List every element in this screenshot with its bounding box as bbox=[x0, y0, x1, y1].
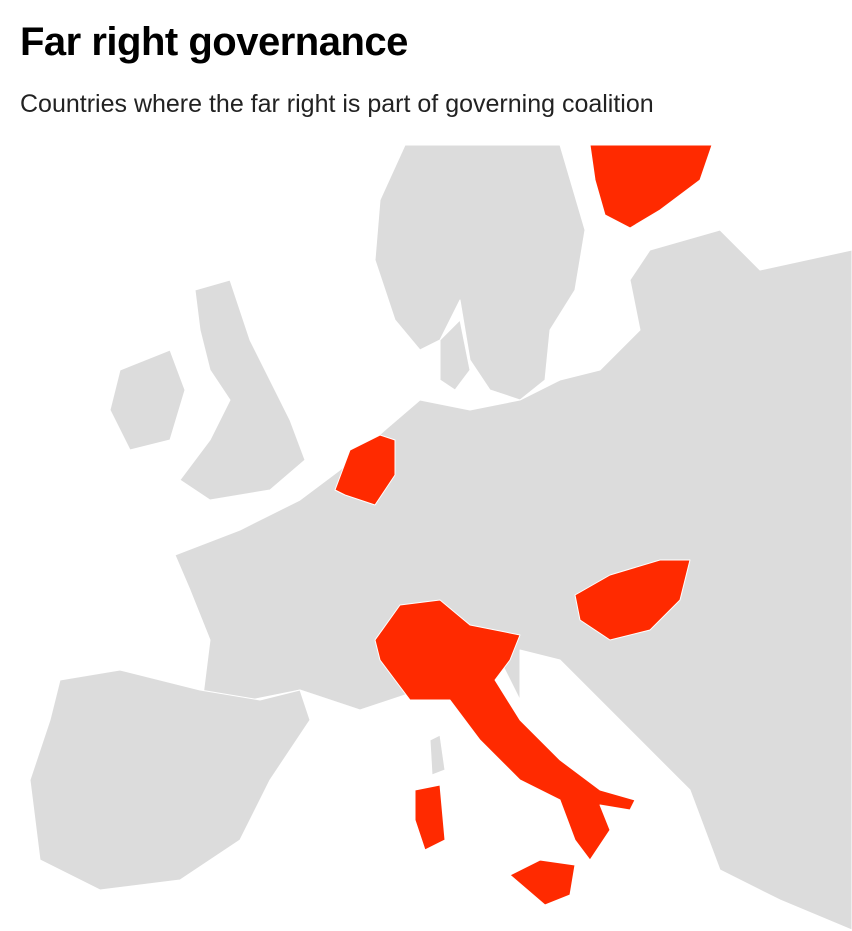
great-britain bbox=[179, 279, 306, 501]
finland bbox=[589, 144, 713, 229]
denmark bbox=[439, 319, 471, 391]
sicily bbox=[509, 859, 576, 906]
sardinia bbox=[414, 784, 446, 851]
italy bbox=[374, 599, 636, 861]
scandinavia bbox=[374, 144, 586, 401]
iberia bbox=[29, 669, 311, 891]
corsica bbox=[429, 734, 446, 776]
far-right-governed bbox=[334, 144, 713, 906]
hungary bbox=[574, 559, 691, 641]
ireland bbox=[109, 349, 186, 451]
land bbox=[29, 144, 852, 931]
continent bbox=[174, 229, 852, 931]
title: Far right governance bbox=[20, 20, 408, 64]
subtitle: Countries where the far right is part of… bbox=[20, 90, 654, 118]
netherlands bbox=[334, 434, 396, 506]
